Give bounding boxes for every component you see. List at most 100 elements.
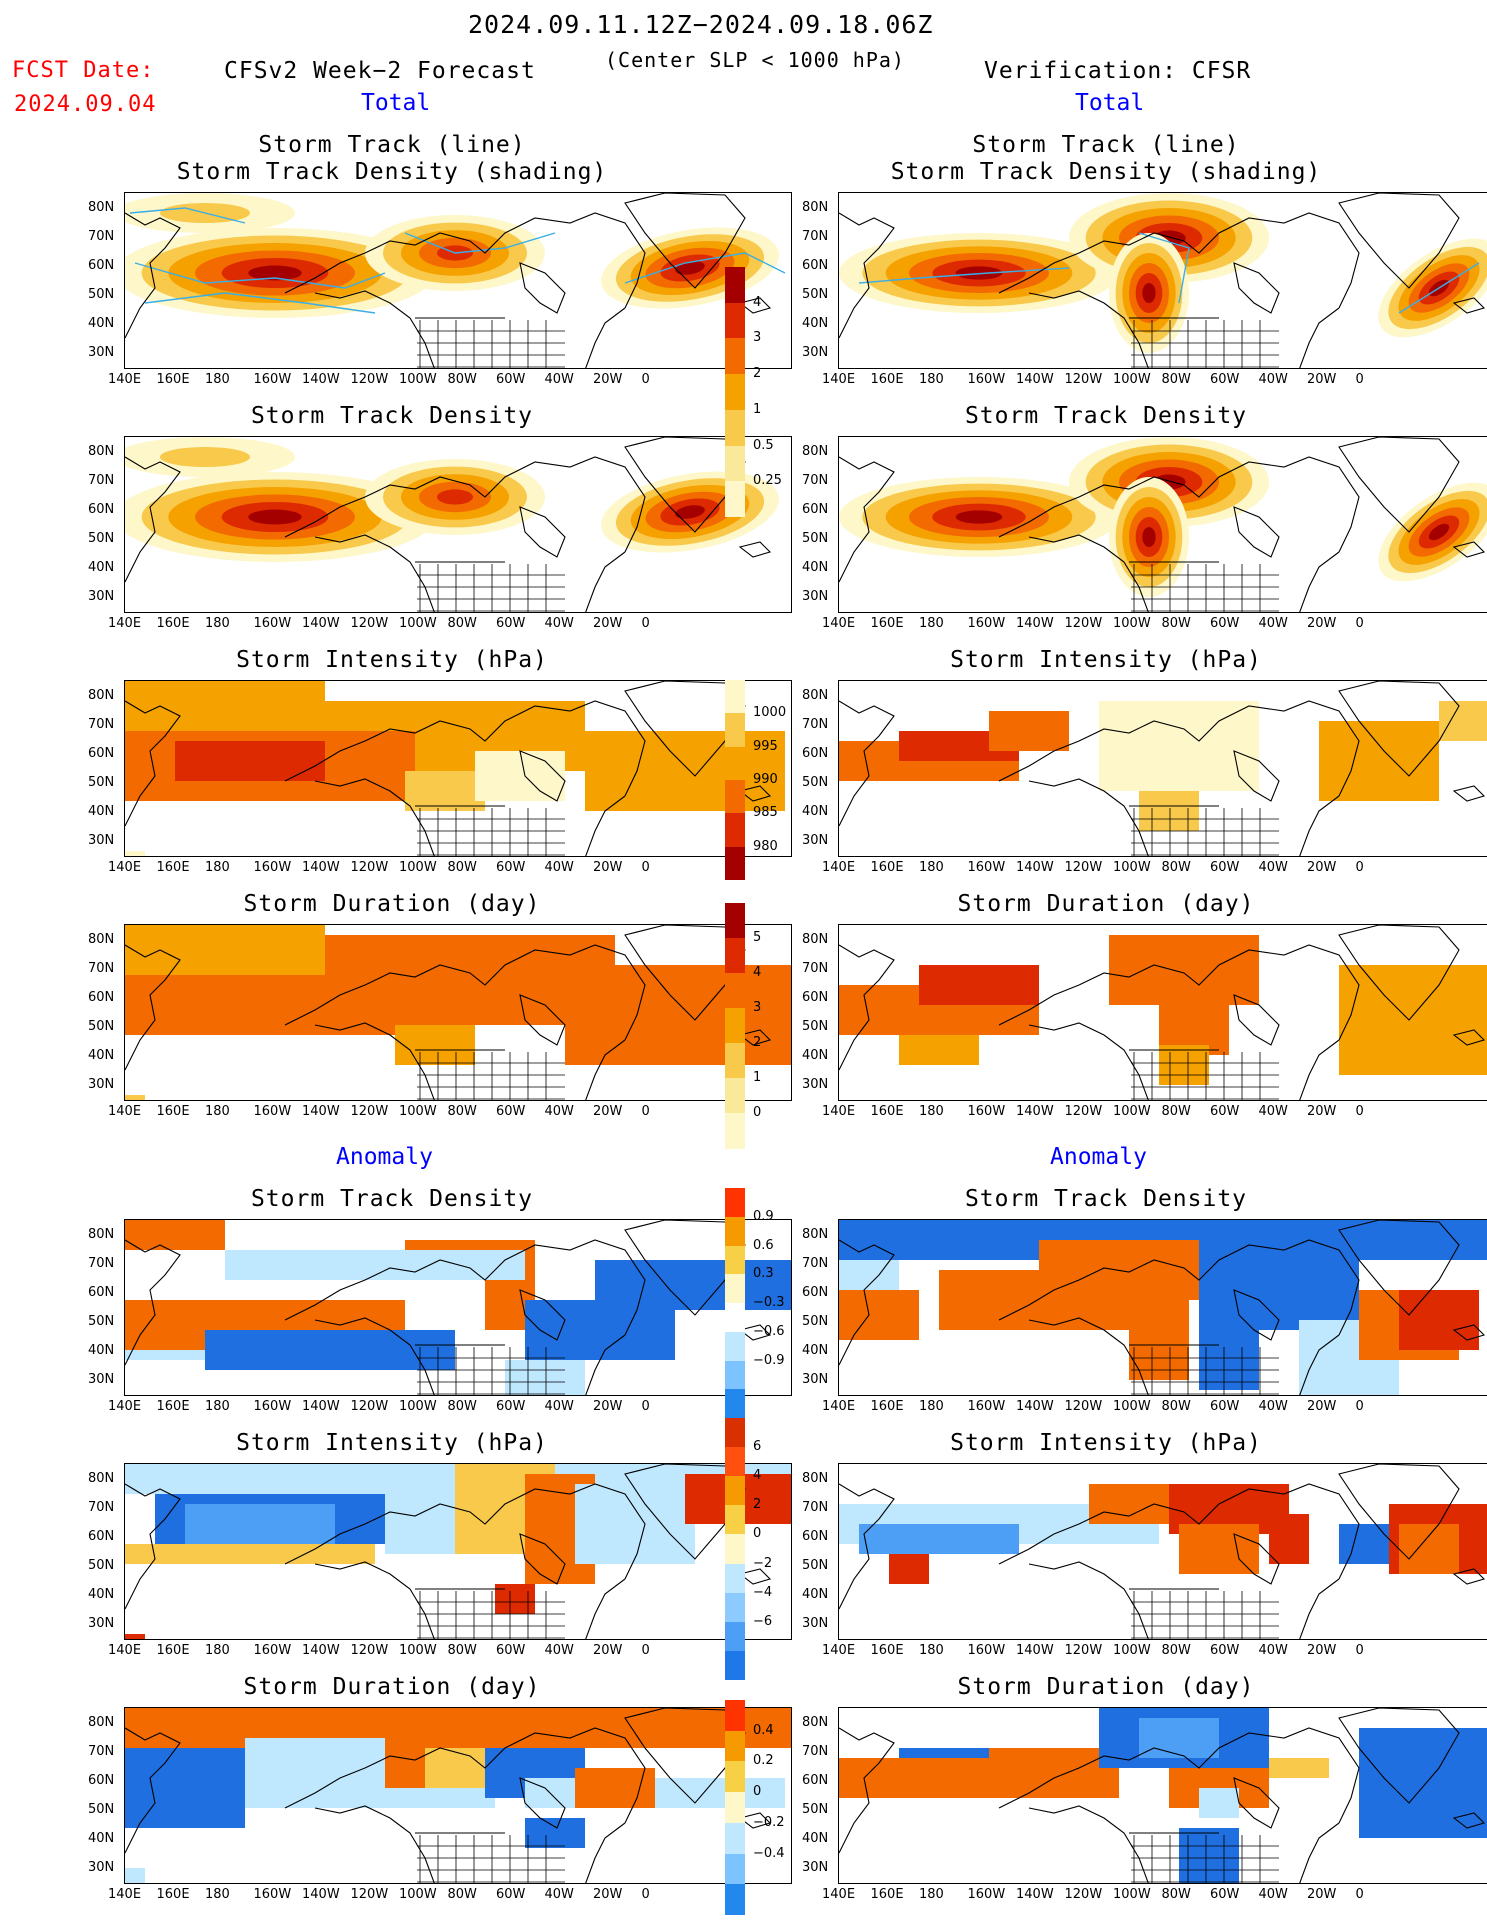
- colorbar-label: 995: [753, 738, 778, 754]
- panel-title-anom-density-left: Storm Track Density: [250, 1186, 534, 1212]
- colorbar-label: 0.5: [753, 437, 774, 453]
- lon-tick-label: 100W: [399, 1643, 437, 1658]
- lon-tick-label: 180: [205, 616, 230, 631]
- map-field: [839, 1708, 1487, 1883]
- map-field: [125, 681, 785, 856]
- colorbar-label: 4: [753, 965, 762, 980]
- lon-tick-label: 0: [641, 1399, 650, 1414]
- colorbar-label: 985: [753, 805, 778, 821]
- map-field: [125, 193, 786, 368]
- colorbar-label: 3: [753, 330, 762, 346]
- lon-tick-label: 0: [641, 372, 650, 387]
- colorbar-label: 4: [753, 1468, 762, 1484]
- colorbar-label: −0.2: [753, 1814, 785, 1830]
- lat-tick-label: 40N: [88, 1343, 115, 1358]
- lon-tick-label: 160W: [253, 1104, 292, 1119]
- colorbar-segment: [725, 1761, 745, 1793]
- panel-title-anom-duration-left: Storm Duration (day): [243, 1674, 541, 1700]
- map-panel-r5-verification: [838, 1219, 1487, 1396]
- lon-tick-label: 140E: [108, 616, 142, 631]
- lat-tick-label: 80N: [88, 200, 115, 215]
- lat-tick-label: 80N: [802, 200, 829, 215]
- lon-tick-label: 20W: [1307, 860, 1337, 875]
- colorbar-segment: [725, 1043, 745, 1079]
- colorbar-segment: [725, 1792, 745, 1824]
- lat-tick-label: 30N: [88, 1077, 115, 1092]
- panel-title-duration-left: Storm Duration (day): [243, 891, 541, 917]
- map-panel-r6-forecast: [124, 1463, 792, 1640]
- lon-tick-label: 20W: [1307, 1104, 1337, 1119]
- lon-tick-label: 180: [919, 1887, 944, 1902]
- lon-tick-label: 160E: [156, 616, 190, 631]
- lon-tick-label: 160E: [156, 1399, 190, 1414]
- lon-tick-label: 160E: [870, 1104, 904, 1119]
- colorbar-segment: [725, 780, 745, 814]
- colorbar-label: −0.4: [753, 1845, 785, 1861]
- lon-tick-label: 160W: [253, 1399, 292, 1414]
- colorbar-label: 2: [753, 1035, 762, 1050]
- lon-tick-label: 0: [641, 860, 650, 875]
- lon-tick-label: 40W: [544, 1643, 574, 1658]
- lat-tick-label: 60N: [88, 990, 115, 1005]
- colorbar-label: −0.3: [753, 1295, 785, 1310]
- colorbar-label: 0.25: [753, 473, 782, 489]
- lon-tick-label: 180: [205, 1887, 230, 1902]
- lon-tick-label: 100W: [1113, 1104, 1151, 1119]
- lon-tick-label: 140W: [302, 616, 340, 631]
- lon-tick-label: 100W: [399, 372, 437, 387]
- colorbar-anom-density: 0.9 0.6 0.3 −0.3 −0.6 −0.9: [725, 1188, 785, 1419]
- lon-tick-label: 100W: [1113, 1887, 1151, 1902]
- lat-tick-label: 30N: [802, 1077, 829, 1092]
- lat-tick-label: 30N: [802, 1616, 829, 1631]
- coastline-overlay: [125, 1708, 772, 1883]
- colorbar-label: 0.2: [753, 1753, 774, 1769]
- colorbar-anom-duration: 0.4 0.2 0 −0.2 −0.4: [725, 1700, 785, 1916]
- colorbar-segment: [725, 1505, 745, 1535]
- colorbar-density: 4 3 2 1 0.5 0.25: [725, 267, 782, 518]
- colorbar-label: −6: [753, 1613, 773, 1629]
- lon-tick-label: 40W: [544, 860, 574, 875]
- colorbar-label: 0.4: [753, 1722, 774, 1738]
- lat-tick-label: 40N: [88, 1587, 115, 1602]
- lon-tick-label: 60W: [1210, 372, 1240, 387]
- lon-tick-label: 160W: [967, 1399, 1006, 1414]
- colorbar-label: 2: [753, 1497, 762, 1513]
- lon-tick-label: 140E: [822, 372, 856, 387]
- colorbar-segment: [725, 1884, 745, 1916]
- lon-tick-label: 180: [205, 372, 230, 387]
- colorbar-segment: [725, 1188, 745, 1218]
- date-range-title: 2024.09.11.12Z−2024.09.18.06Z: [468, 10, 934, 39]
- map-field: [839, 193, 1487, 368]
- lat-tick-label: 50N: [802, 1558, 829, 1573]
- lon-tick-label: 60W: [1210, 860, 1240, 875]
- lon-tick-label: 160E: [870, 616, 904, 631]
- lat-tick-label: 70N: [88, 1744, 115, 1759]
- lat-tick-label: 60N: [802, 746, 829, 761]
- lon-tick-label: 80W: [447, 1887, 477, 1902]
- lon-tick-label: 160E: [156, 1887, 190, 1902]
- lon-tick-label: 160W: [253, 616, 292, 631]
- map-field: [125, 1220, 791, 1395]
- colorbar-label: 0.3: [753, 1266, 774, 1282]
- lon-tick-label: 120W: [350, 1887, 389, 1902]
- colorbar-segment: [725, 1730, 745, 1762]
- lat-tick-label: 80N: [88, 1471, 115, 1486]
- colorbar-label: 0: [753, 1526, 762, 1542]
- lat-tick-label: 40N: [802, 1048, 829, 1063]
- lat-tick-label: 70N: [802, 1744, 829, 1759]
- lat-tick-label: 30N: [88, 345, 115, 360]
- lon-tick-label: 140W: [302, 1887, 340, 1902]
- lon-tick-label: 0: [1355, 1887, 1364, 1902]
- colorbar-segment: [725, 1650, 745, 1681]
- lon-tick-label: 140E: [822, 616, 856, 631]
- lon-tick-label: 60W: [496, 1399, 526, 1414]
- colorbar-segment: [725, 1534, 745, 1565]
- colorbar-label: 0: [753, 1784, 762, 1800]
- map-panel-r6-verification: [838, 1463, 1487, 1640]
- lon-tick-label: 120W: [1064, 616, 1103, 631]
- map-field: [125, 437, 779, 612]
- lon-tick-label: 140W: [1016, 372, 1054, 387]
- colorbar-intensity: 1000 995 990 985 980: [725, 680, 786, 881]
- map-panel-r3-verification: [838, 680, 1487, 857]
- lon-tick-label: 120W: [1064, 372, 1103, 387]
